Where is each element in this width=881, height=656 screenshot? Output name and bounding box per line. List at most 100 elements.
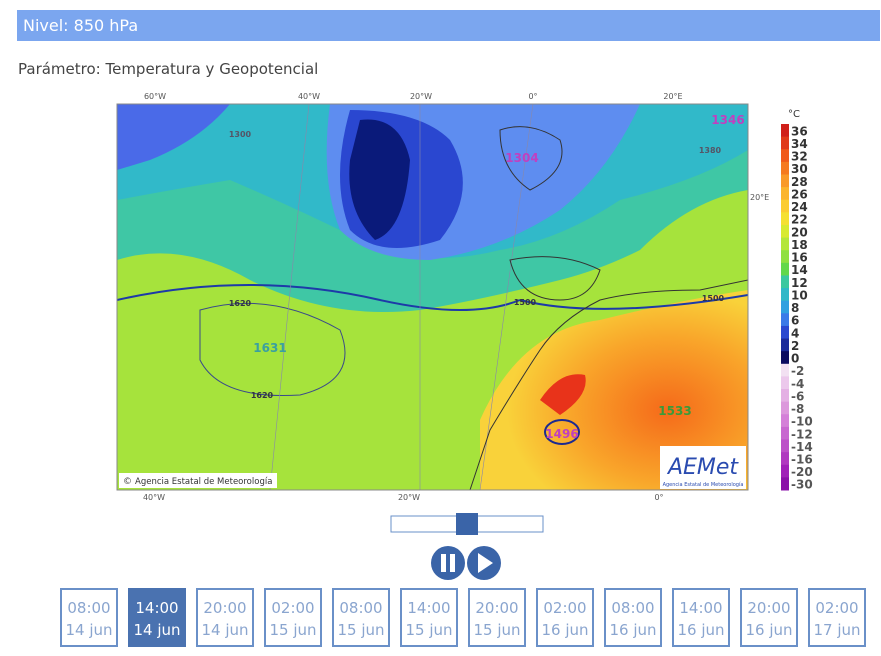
legend-swatch xyxy=(781,376,789,390)
legend-label: 26 xyxy=(791,187,808,201)
time-date: 14 jun xyxy=(201,621,249,639)
coldest-zone xyxy=(349,119,410,240)
legend-swatch xyxy=(781,439,789,453)
time-date: 16 jun xyxy=(745,621,793,639)
isoline xyxy=(117,284,521,311)
legend-swatch xyxy=(781,262,789,276)
legend-swatch xyxy=(781,136,789,150)
time-button[interactable]: 08:00 16 jun xyxy=(604,588,662,647)
legend-label: 0 xyxy=(791,352,799,366)
time-button[interactable]: 14:00 15 jun xyxy=(400,588,458,647)
time-time: 02:00 xyxy=(815,599,859,617)
time-date: 15 jun xyxy=(473,621,521,639)
legend-label: -30 xyxy=(791,478,813,492)
contour-label: 1533 xyxy=(658,404,691,418)
low-contour xyxy=(544,419,580,445)
time-time: 20:00 xyxy=(475,599,519,617)
legend-swatch xyxy=(781,351,789,365)
isoline xyxy=(199,302,346,397)
lon-label: 20°E xyxy=(663,92,682,101)
time-button[interactable]: 20:00 16 jun xyxy=(740,588,798,647)
lon-label: 0° xyxy=(654,493,663,502)
time-time: 14:00 xyxy=(407,599,451,617)
legend-label: -4 xyxy=(791,377,804,391)
legend-swatch xyxy=(781,288,789,302)
lon-label: 60°W xyxy=(144,92,166,101)
legend-label: -2 xyxy=(791,364,804,378)
time-time: 14:00 xyxy=(679,599,723,617)
legend-swatch xyxy=(781,389,789,403)
time-time: 02:00 xyxy=(543,599,587,617)
time-date: 15 jun xyxy=(405,621,453,639)
legend-label: 32 xyxy=(791,150,808,164)
pause-button[interactable] xyxy=(431,546,465,580)
time-time: 08:00 xyxy=(67,599,111,617)
contour-label: 1380 xyxy=(699,146,722,155)
play-button[interactable] xyxy=(467,546,501,580)
time-time: 20:00 xyxy=(203,599,247,617)
coastline xyxy=(509,256,601,301)
lon-label: 0° xyxy=(528,92,537,101)
level-header: Nivel: 850 hPa xyxy=(17,10,880,41)
legend-label: 8 xyxy=(791,301,799,315)
cold-corner xyxy=(117,104,230,170)
legend-label: 16 xyxy=(791,251,808,265)
legend-label: -12 xyxy=(791,427,813,441)
slider-thumb[interactable] xyxy=(456,513,478,535)
legend-label: 2 xyxy=(791,339,799,353)
time-date: 17 jun xyxy=(813,621,861,639)
contour-label: 1500 xyxy=(514,298,537,307)
legend-label: 34 xyxy=(791,137,808,151)
time-button[interactable]: 08:00 14 jun xyxy=(60,588,118,647)
legend-label: 18 xyxy=(791,238,808,252)
contour-label: 1631 xyxy=(253,341,286,355)
credit-box xyxy=(119,473,277,488)
parameter-label: Parámetro: Temperatura y Geopotencial xyxy=(18,60,319,78)
logo-box xyxy=(660,446,746,489)
legend-label: 24 xyxy=(791,200,808,214)
time-button[interactable]: 14:00 16 jun xyxy=(672,588,730,647)
coastline xyxy=(469,279,748,490)
contour-label: 1304 xyxy=(505,151,538,165)
time-date: 16 jun xyxy=(609,621,657,639)
legend-label: -14 xyxy=(791,440,813,454)
time-date: 15 jun xyxy=(337,621,385,639)
coastline xyxy=(499,126,563,191)
legend-swatch xyxy=(781,414,789,428)
time-button[interactable]: 20:00 15 jun xyxy=(468,588,526,647)
lon-label: 20°W xyxy=(410,92,432,101)
time-button[interactable]: 02:00 16 jun xyxy=(536,588,594,647)
legend-label: 30 xyxy=(791,162,808,176)
logo-caption: Agencia Estatal de Meteorología xyxy=(663,481,744,488)
legend-swatch xyxy=(781,187,789,201)
legend-swatch xyxy=(781,237,789,251)
time-date: 16 jun xyxy=(541,621,589,639)
legend-unit: °C xyxy=(788,109,800,120)
contour-label: 1496 xyxy=(545,427,578,441)
legend-swatch xyxy=(781,275,789,289)
legend-label: 20 xyxy=(791,225,808,239)
time-button[interactable]: 14:00 14 jun xyxy=(128,588,186,647)
lon-label: 20°W xyxy=(398,493,420,502)
time-button[interactable]: 08:00 15 jun xyxy=(332,588,390,647)
legend-swatch xyxy=(781,363,789,377)
lon-label: 40°W xyxy=(143,493,165,502)
contour-label: 1346 xyxy=(711,113,744,127)
legend-label: -6 xyxy=(791,389,804,403)
map-frame xyxy=(116,103,749,491)
time-button[interactable]: 02:00 15 jun xyxy=(264,588,322,647)
lat-label: 20°E xyxy=(750,193,769,202)
legend-label: 10 xyxy=(791,288,808,302)
time-button[interactable]: 02:00 17 jun xyxy=(808,588,866,647)
legend-label: -8 xyxy=(791,402,804,416)
hot-spot xyxy=(540,374,586,415)
legend-label: 12 xyxy=(791,276,808,290)
legend-label: 22 xyxy=(791,213,808,227)
lon-label: 40°W xyxy=(298,92,320,101)
time-button[interactable]: 20:00 14 jun xyxy=(196,588,254,647)
legend-swatch xyxy=(781,426,789,441)
time-date: 14 jun xyxy=(133,621,181,639)
legend-label: 14 xyxy=(791,263,808,277)
